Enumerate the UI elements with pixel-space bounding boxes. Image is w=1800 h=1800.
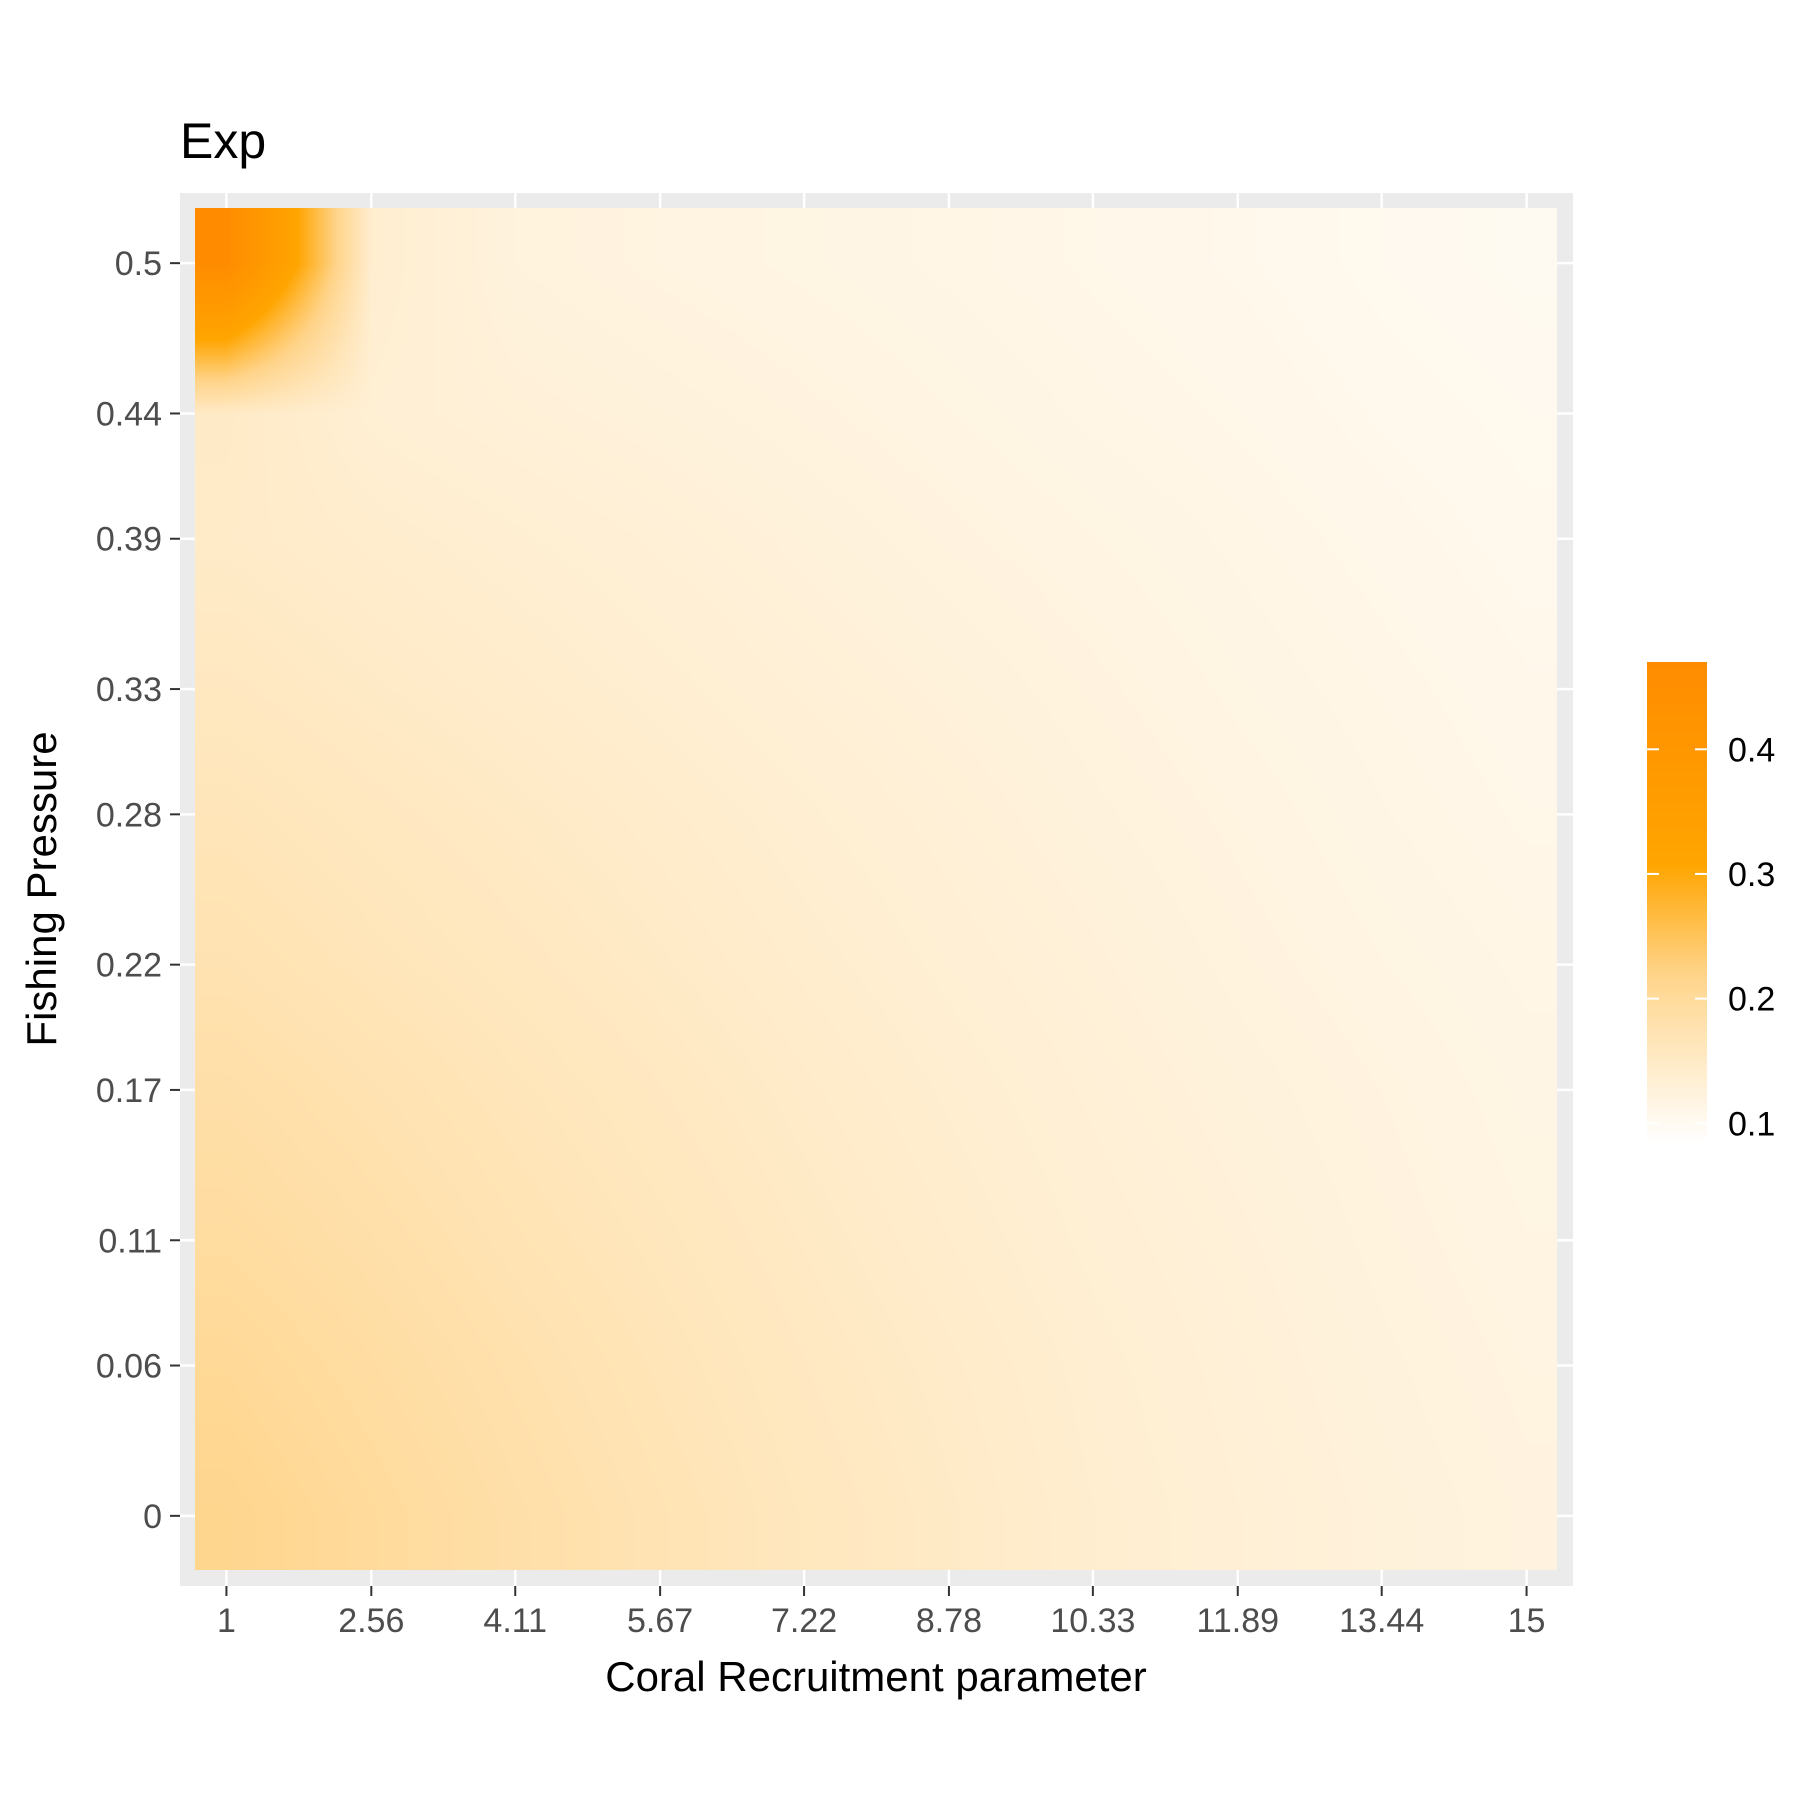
plot-panel: [180, 193, 1573, 1586]
legend-label: 0.1: [1728, 1105, 1775, 1143]
y-tick-label: 0.28: [96, 796, 162, 834]
legend-label: 0.2: [1728, 981, 1775, 1019]
x-tick-label: 4.11: [483, 1602, 547, 1640]
y-tick-label: 0.06: [96, 1348, 162, 1386]
x-tick-label: 8.78: [916, 1602, 982, 1640]
x-axis-title: Coral Recruitment parameter: [605, 1653, 1147, 1700]
y-tick-label: 0.44: [96, 395, 162, 433]
x-tick-label: 7.22: [771, 1602, 837, 1640]
y-axis: 0 0.06 0.11 0.17 0.22 0.28 0.33 0.39 0.44 0.5: [96, 245, 180, 1536]
heatmap-raster: [195, 208, 1557, 1570]
y-tick-label: 0.5: [115, 245, 162, 283]
legend: 0.4 0.3 0.2 0.1: [1647, 731, 1775, 1143]
x-axis: 1 2.56 4.11 5.67 7.22 8.78 10.33 11.89 13.44 15: [217, 1586, 1546, 1640]
x-tick-label: 10.33: [1050, 1602, 1135, 1640]
x-tick-label: 11.89: [1196, 1602, 1279, 1640]
grid-lines: [180, 193, 1573, 1586]
x-tick-label: 15: [1508, 1602, 1546, 1640]
legend-label: 0.4: [1728, 731, 1775, 769]
y-tick-label: 0.33: [96, 671, 162, 709]
legend-colorbar: [1647, 662, 1707, 1142]
legend-label: 0.3: [1728, 856, 1775, 894]
y-axis-title: Fishing Pressure: [18, 731, 65, 1046]
y-tick-label: 0.39: [96, 521, 162, 559]
x-tick-label: 5.67: [627, 1602, 693, 1640]
y-tick-label: 0.22: [96, 947, 162, 985]
y-tick-label: 0: [143, 1498, 162, 1536]
x-tick-label: 1: [217, 1602, 236, 1640]
plot-title: Exp: [180, 113, 266, 169]
x-tick-label: 2.56: [338, 1602, 404, 1640]
x-tick-label: 13.44: [1339, 1602, 1424, 1640]
y-tick-label: 0.17: [96, 1072, 162, 1110]
y-tick-label: 0.11: [98, 1222, 162, 1260]
